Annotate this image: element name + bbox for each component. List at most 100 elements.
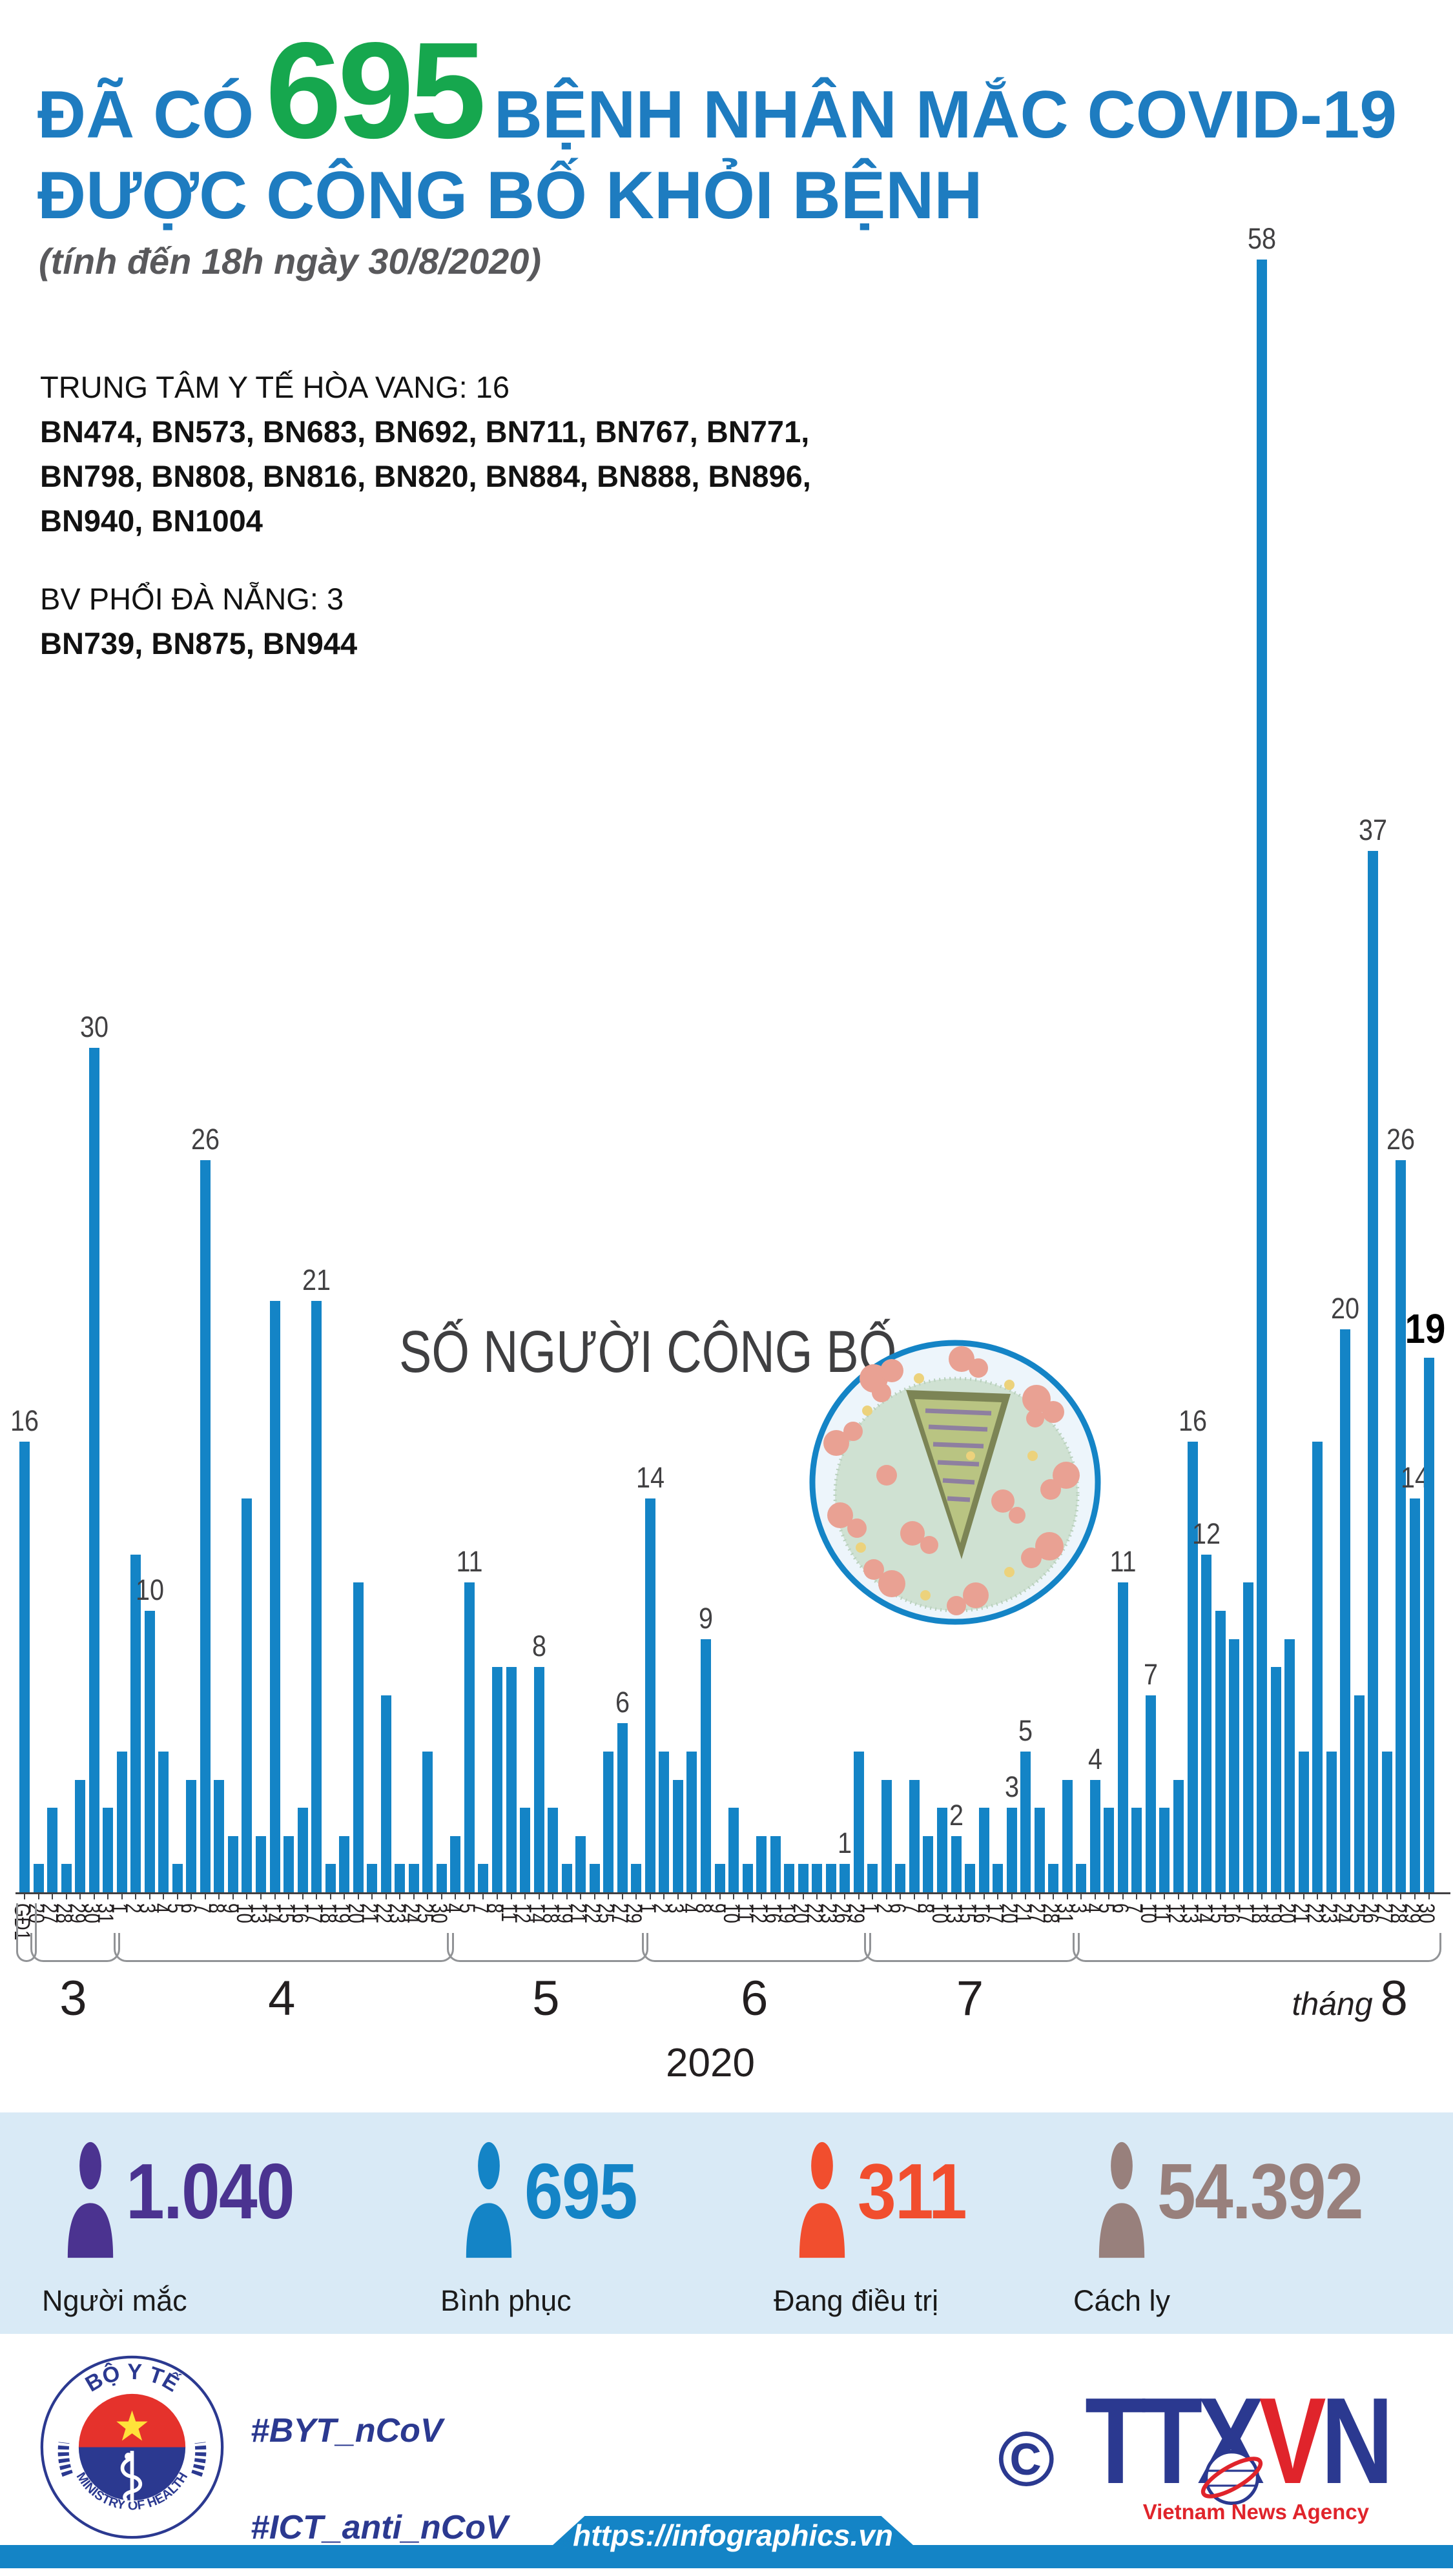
chart-bar <box>172 1864 183 1892</box>
chart-bar <box>19 1442 30 1892</box>
x-axis-tick <box>552 1894 554 1899</box>
chart-bar <box>1104 1808 1115 1892</box>
x-axis-tick <box>1122 1894 1124 1899</box>
bar-value-label: 14 <box>635 1460 665 1494</box>
chart-bar <box>450 1835 461 1892</box>
x-axis-tick <box>816 1894 818 1899</box>
x-axis-tick <box>1261 1894 1263 1899</box>
x-axis-tick <box>1011 1894 1013 1899</box>
x-axis-tick <box>93 1894 95 1899</box>
x-axis-tick <box>344 1894 345 1899</box>
chart-bar <box>1048 1864 1059 1892</box>
chart-bar <box>1076 1864 1087 1892</box>
chart-bar <box>395 1864 406 1892</box>
chart-bar <box>714 1864 725 1892</box>
chart-bar <box>1089 1779 1100 1892</box>
x-axis-tick <box>677 1894 679 1899</box>
bar-value-label: 6 <box>615 1686 630 1719</box>
x-axis-tick <box>399 1894 401 1899</box>
chart-bar <box>895 1864 906 1892</box>
chart-bar <box>1423 1357 1434 1892</box>
stat-recovered-value: 695 <box>524 2147 638 2235</box>
month-brace <box>864 1933 1080 1962</box>
stat-treatment-label: Đang điều trị <box>774 2284 939 2317</box>
bar-value-label: 5 <box>1018 1714 1033 1747</box>
bar-value-label: 30 <box>79 1010 108 1043</box>
x-axis-tick <box>440 1894 442 1899</box>
chart-bar <box>116 1752 127 1892</box>
chart-bar <box>61 1864 72 1892</box>
bar-value-label: 8 <box>531 1630 546 1663</box>
chart-bar <box>103 1808 114 1892</box>
x-axis-tick <box>65 1894 67 1899</box>
bar-value-label: 21 <box>302 1263 331 1297</box>
x-axis-tick <box>566 1894 568 1899</box>
bar-value-label: 12 <box>1192 1517 1221 1550</box>
footer-url[interactable]: https://infographics.vn <box>573 2519 893 2552</box>
x-axis-tick <box>316 1894 318 1899</box>
copyright-icon: © <box>998 2416 1055 2502</box>
chart-bar <box>798 1864 809 1892</box>
x-axis-tick <box>1136 1894 1138 1899</box>
x-axis-tick <box>24 1894 25 1899</box>
as-of-date: (tính đến 18h ngày 30/8/2020) <box>39 241 542 281</box>
x-axis-tick <box>482 1894 484 1899</box>
coronavirus-illustration <box>809 1340 1101 1625</box>
chart-bar <box>269 1301 280 1892</box>
chart-bar <box>1117 1582 1128 1892</box>
month-label: 3 <box>59 1971 87 2026</box>
person-icon-infected <box>67 2142 114 2258</box>
x-axis-tick <box>1400 1894 1402 1899</box>
hashtags: #BYT_nCoV #ICT_anti_nCoV <box>251 2382 508 2576</box>
facility-1-patients-line3: BN940, BN1004 <box>40 504 263 538</box>
bar-value-label: 3 <box>1004 1770 1019 1804</box>
chart-bar <box>533 1667 544 1892</box>
x-axis-tick <box>1038 1894 1040 1899</box>
x-axis-tick <box>149 1894 150 1899</box>
x-axis-tick <box>593 1894 595 1899</box>
chart-bar <box>700 1639 711 1892</box>
x-axis-tick <box>1149 1894 1151 1899</box>
chart-bar <box>1368 850 1379 1892</box>
chart-bar <box>728 1808 739 1892</box>
x-axis-tick <box>1414 1894 1416 1899</box>
chart-bar <box>1381 1752 1392 1892</box>
month-brace <box>447 1933 649 1962</box>
ttxvn-logo: © TTXVN Vietnam News Agency <box>998 2373 1417 2537</box>
x-axis-tick <box>163 1894 165 1899</box>
chart-bar <box>575 1835 586 1892</box>
x-axis-tick <box>79 1894 81 1899</box>
x-axis-tick <box>663 1894 665 1899</box>
bar-value-label: 19 <box>1405 1305 1445 1352</box>
summary-band <box>0 2112 1453 2334</box>
facility-1-patients-line1: BN474, BN573, BN683, BN692, BN711, BN767… <box>40 414 810 449</box>
patient-notes: TRUNG TÂM Y TẾ HÒA VANG: 16 BN474, BN573… <box>40 365 811 666</box>
chart-bar <box>311 1301 322 1892</box>
chart-bar <box>978 1808 989 1892</box>
x-axis-tick <box>218 1894 220 1899</box>
x-axis-tick <box>608 1894 610 1899</box>
x-axis-tick <box>997 1894 999 1899</box>
bar-value-label: 37 <box>1359 813 1388 846</box>
chart-bar <box>548 1808 559 1892</box>
x-axis-tick <box>413 1894 415 1899</box>
stat-quarantine-label: Cách ly <box>1073 2284 1171 2317</box>
chart-bar <box>825 1864 836 1892</box>
chart-bar <box>367 1864 378 1892</box>
x-axis-tick <box>1317 1894 1319 1899</box>
x-axis-tick <box>788 1894 790 1899</box>
x-axis-tick <box>1025 1894 1027 1899</box>
chart-bar <box>1034 1808 1045 1892</box>
facility-1-patients-line2: BN798, BN808, BN816, BN820, BN884, BN888… <box>40 459 811 493</box>
month-label: 7 <box>956 1971 984 2026</box>
chart-bar <box>520 1808 531 1892</box>
chart-bar <box>256 1835 266 1892</box>
stat-treatment-value: 311 <box>858 2147 967 2235</box>
chart-bar <box>1215 1611 1226 1892</box>
chart-bar <box>1131 1808 1142 1892</box>
chart-bar <box>242 1498 252 1892</box>
chart-bar <box>1242 1582 1253 1892</box>
chart-bar <box>464 1582 475 1892</box>
footer-url-tab <box>552 2516 914 2546</box>
chart-bar <box>506 1667 517 1892</box>
